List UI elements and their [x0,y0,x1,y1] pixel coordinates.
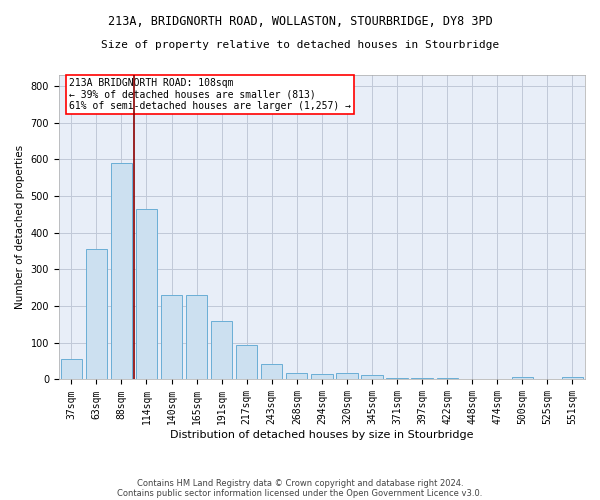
Text: Contains public sector information licensed under the Open Government Licence v3: Contains public sector information licen… [118,488,482,498]
Y-axis label: Number of detached properties: Number of detached properties [15,145,25,310]
Text: Contains HM Land Registry data © Crown copyright and database right 2024.: Contains HM Land Registry data © Crown c… [137,478,463,488]
Bar [336,373,358,380]
Bar [236,346,257,380]
Text: 213A, BRIDGNORTH ROAD, WOLLASTON, STOURBRIDGE, DY8 3PD: 213A, BRIDGNORTH ROAD, WOLLASTON, STOURB… [107,15,493,28]
Bar [161,295,182,380]
Bar [261,364,283,380]
Bar [437,378,458,380]
Bar [412,378,433,380]
Bar [562,377,583,380]
Bar [61,360,82,380]
Bar [512,376,533,380]
X-axis label: Distribution of detached houses by size in Stourbridge: Distribution of detached houses by size … [170,430,473,440]
Bar [111,163,132,380]
Bar [286,373,307,380]
Bar [311,374,332,380]
Bar [386,378,408,380]
Bar [186,295,207,380]
Text: 213A BRIDGNORTH ROAD: 108sqm
← 39% of detached houses are smaller (813)
61% of s: 213A BRIDGNORTH ROAD: 108sqm ← 39% of de… [70,78,352,111]
Bar [86,249,107,380]
Bar [211,321,232,380]
Bar [361,376,383,380]
Text: Size of property relative to detached houses in Stourbridge: Size of property relative to detached ho… [101,40,499,50]
Bar [136,209,157,380]
